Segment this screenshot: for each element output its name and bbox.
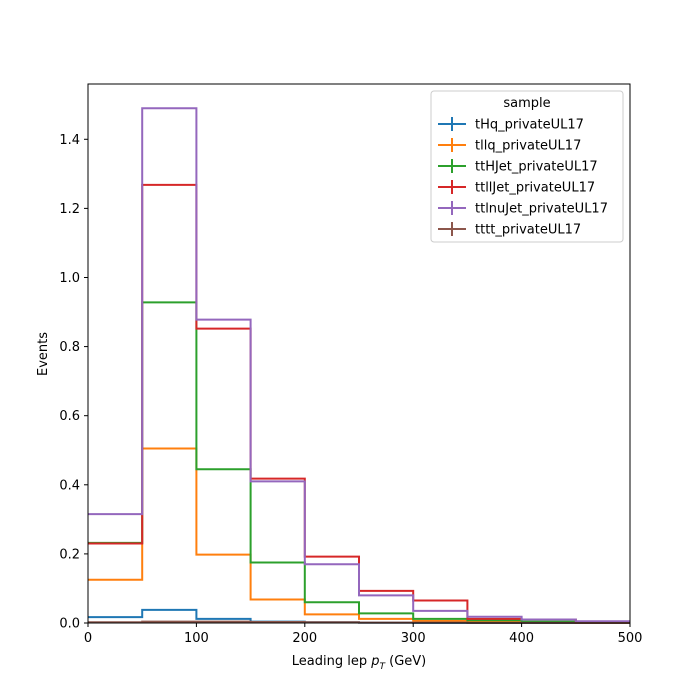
x-tick-label: 0 [84,631,92,646]
x-tick-label: 100 [184,631,209,646]
legend-label: ttlnuJet_privateUL17 [475,202,608,217]
legend-label: tttt_privateUL17 [475,223,581,238]
legend-label: tHq_privateUL17 [475,118,584,133]
y-tick-label: 0.8 [59,340,80,355]
legend-title: sample [503,96,550,111]
y-tick-label: 1.4 [59,133,80,148]
x-tick-label: 400 [509,631,534,646]
y-tick-label: 0.2 [59,547,80,562]
y-axis-label: Events [36,332,51,376]
series-line-4 [88,107,630,623]
axes-frame [87,83,631,624]
y-tick-label: 0.6 [59,409,80,424]
x-tick-label: 200 [292,631,317,646]
legend-box [430,90,624,243]
series-line-2 [88,301,630,624]
x-axis-label: Leading lep pT (GeV) [292,654,426,672]
x-tick-label: 300 [401,631,426,646]
legend-label: ttllJet_privateUL17 [475,181,595,196]
x-axis-ticks: 0 100 200 300 400 500 [84,623,643,646]
y-tick-label: 1.2 [59,202,80,217]
legend-label: ttHJet_privateUL17 [475,160,598,175]
x-tick-label: 500 [618,631,643,646]
legend: sample tHq_privateUL17 tllq_privateUL17tt… [430,90,624,243]
legend-label: tllq_privateUL17 [475,139,581,154]
y-tick-label: 1.0 [59,271,80,286]
y-tick-label: 0.4 [59,478,80,493]
legend-entries: tHq_privateUL17 tllq_privateUL17 ttHJet_pr… [438,117,608,238]
y-tick-label: 0.0 [59,617,80,632]
y-axis-ticks: 0.0 0.2 0.4 0.6 0.8 1.0 1.2 1.4 [59,133,88,632]
